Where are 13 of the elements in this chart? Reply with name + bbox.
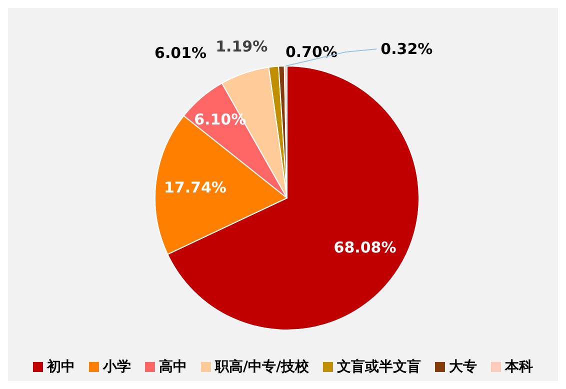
data-label: 17.74% xyxy=(164,178,226,196)
data-label: 0.70% xyxy=(285,43,338,62)
legend-label: 职高/中专/技校 xyxy=(214,358,310,376)
data-label: 1.19% xyxy=(216,38,268,56)
legend-label: 文盲或半文盲 xyxy=(336,358,422,376)
data-label: 0.32% xyxy=(380,40,433,58)
data-label: 68.08% xyxy=(334,238,396,256)
legend-label: 小学 xyxy=(102,358,131,376)
legend-label: 高中 xyxy=(158,358,187,376)
data-label: 6.01% xyxy=(154,44,207,62)
legend-label: 初中 xyxy=(46,358,75,376)
legend-label: 大专 xyxy=(448,358,478,376)
legend-label: 本科 xyxy=(504,358,534,376)
